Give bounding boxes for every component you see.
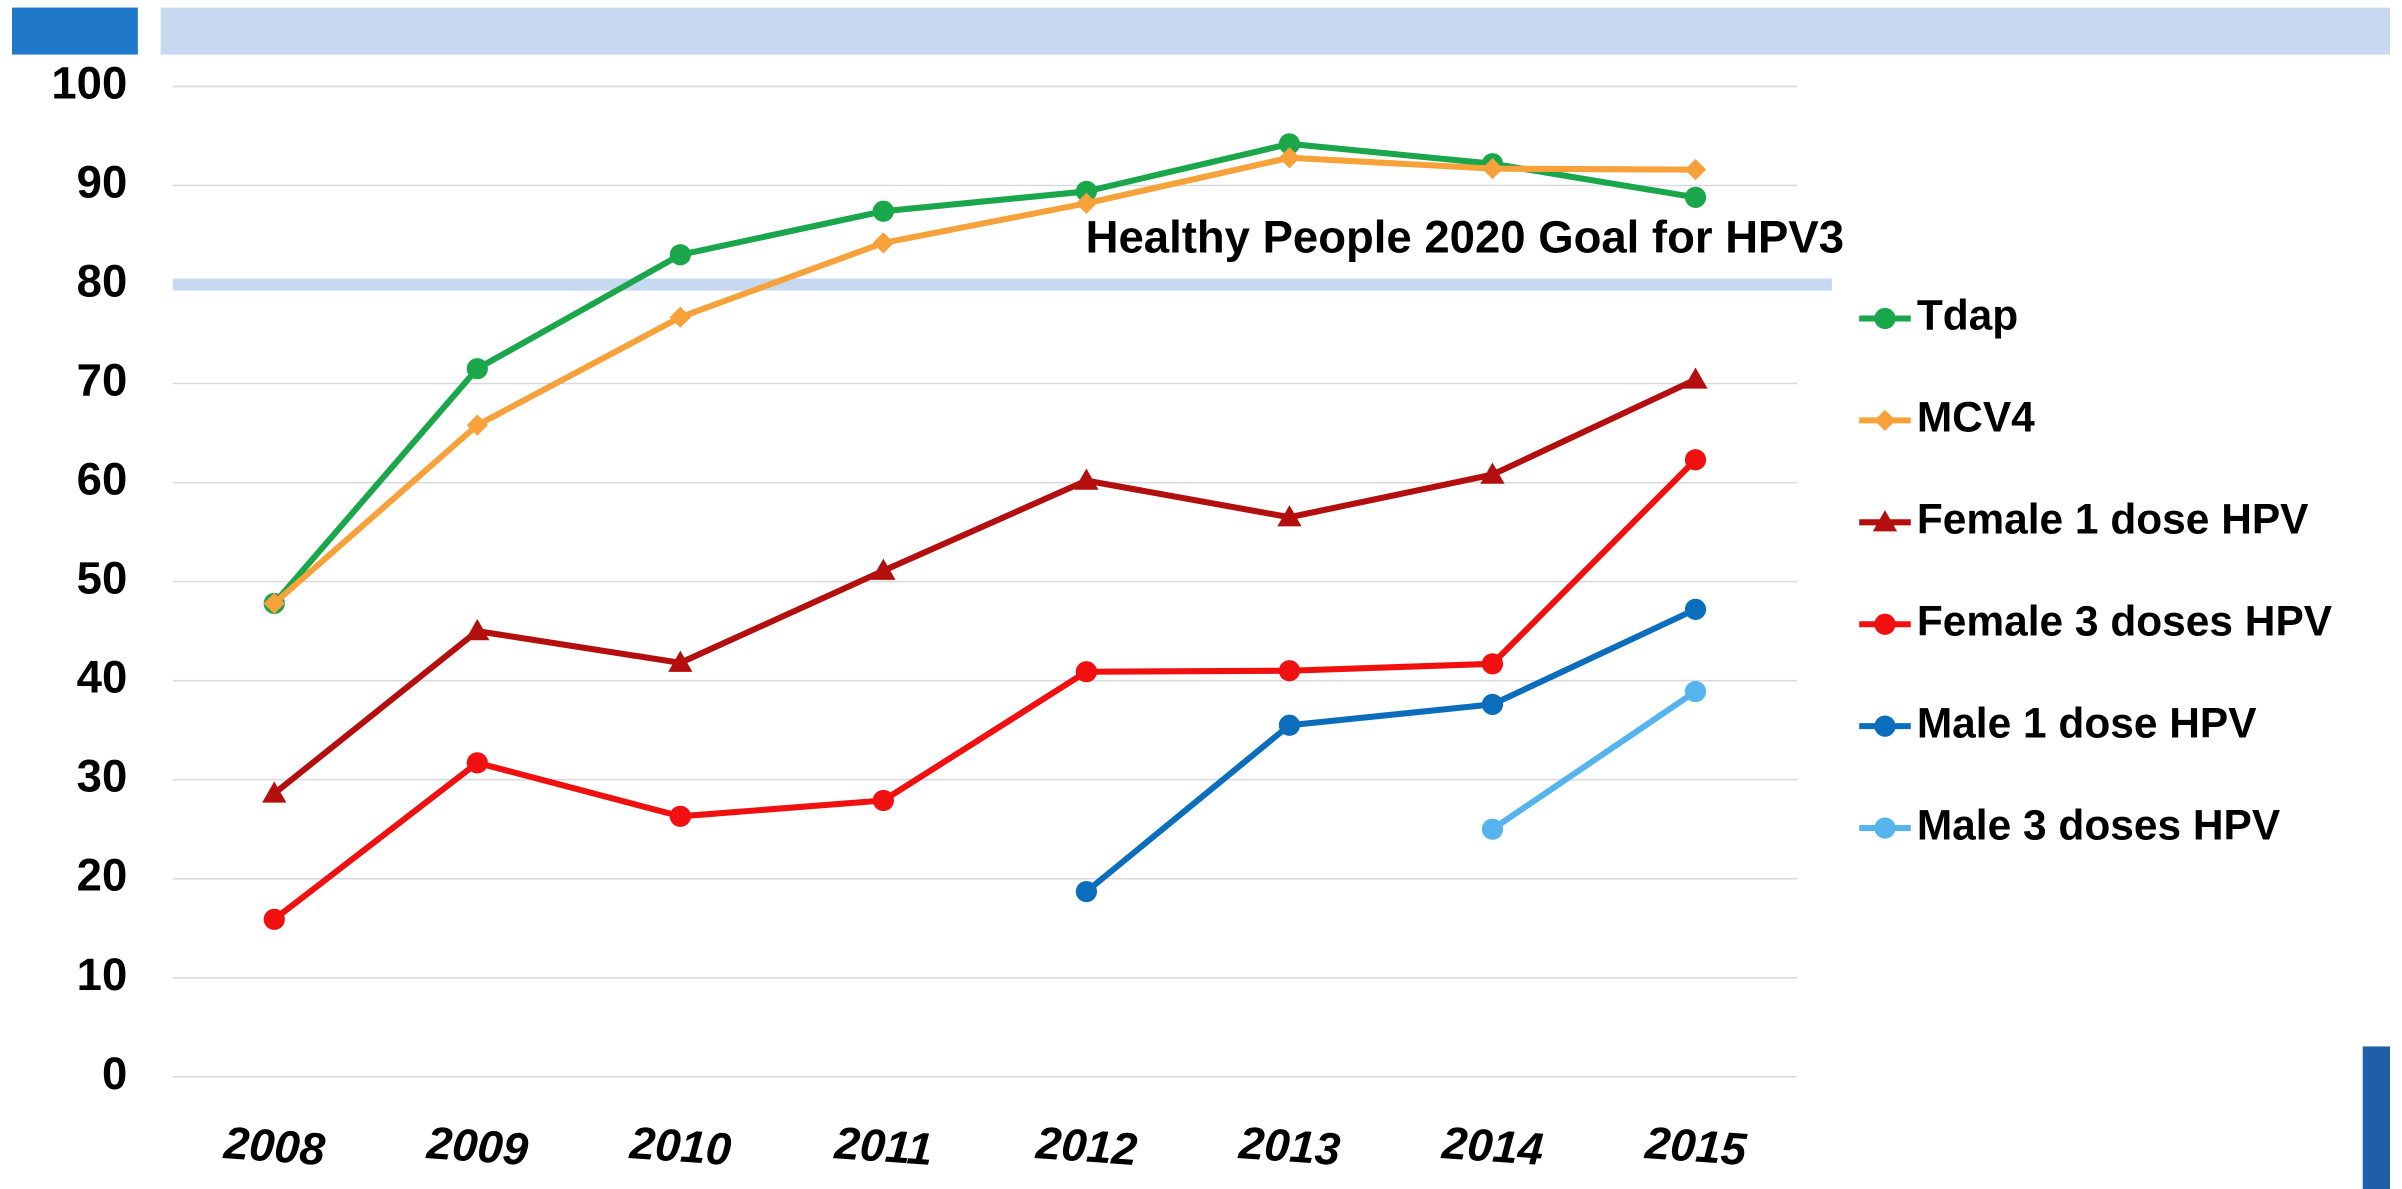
x-tick-label: 2009	[424, 1117, 530, 1175]
series-line	[272, 457, 1698, 922]
legend-marker	[1874, 817, 1896, 839]
y-tick-label: 80	[77, 256, 128, 307]
data-point	[872, 200, 894, 222]
data-point	[668, 650, 693, 672]
series-line	[271, 140, 1696, 606]
y-tick-label: 50	[77, 553, 128, 604]
legend-marker	[1874, 613, 1896, 635]
data-point	[1277, 505, 1302, 527]
x-tick-label: 2010	[627, 1117, 732, 1175]
data-point	[1481, 818, 1504, 840]
data-point	[465, 618, 490, 641]
data-point	[262, 781, 287, 803]
series-line	[1084, 606, 1697, 894]
data-point	[1278, 147, 1301, 169]
data-point	[1075, 880, 1098, 903]
legend-label: Female 1 dose HPV	[1917, 496, 2309, 543]
data-point	[669, 805, 691, 827]
y-tick-label: 70	[77, 355, 128, 406]
data-point	[1684, 680, 1707, 703]
y-tick-label: 30	[77, 751, 128, 802]
data-point	[466, 752, 488, 774]
data-point	[871, 558, 896, 580]
x-tick-label: 2015	[1642, 1117, 1748, 1175]
data-point	[1480, 462, 1505, 484]
data-point	[1278, 133, 1301, 155]
data-point	[669, 244, 691, 266]
data-point	[466, 414, 488, 436]
data-point	[466, 358, 488, 380]
data-point	[1481, 653, 1504, 675]
y-tick-label: 20	[77, 850, 128, 901]
y-tick-label: 100	[51, 57, 127, 108]
legend-label: MCV4	[1917, 394, 2035, 441]
x-tick-label: 2012	[1033, 1117, 1138, 1175]
series-line	[1490, 689, 1698, 832]
data-point	[872, 232, 894, 254]
y-tick-label: 40	[77, 652, 128, 703]
data-point	[1684, 186, 1707, 208]
series-line	[272, 376, 1697, 796]
x-tick-label: 2013	[1236, 1117, 1341, 1175]
logo	[2362, 1046, 2390, 1189]
legend-label: Male 3 doses HPV	[1917, 801, 2281, 848]
legend-marker	[1874, 715, 1896, 737]
data-point	[1684, 598, 1707, 620]
data-point	[1481, 693, 1504, 716]
series-line	[272, 154, 1696, 606]
data-point	[1684, 159, 1707, 181]
data-point	[1683, 367, 1708, 389]
data-point	[1278, 660, 1301, 682]
data-point	[872, 789, 894, 812]
x-tick-label: 2011	[832, 1117, 934, 1175]
goal-label: Healthy People 2020 Goal for HPV3	[1086, 212, 1844, 263]
y-tick-label: 90	[77, 156, 128, 207]
data-point	[263, 908, 285, 930]
header-accent	[12, 7, 138, 55]
data-point	[1075, 661, 1098, 683]
data-point	[1075, 180, 1098, 203]
data-point	[1278, 714, 1301, 736]
y-tick-label: 60	[77, 454, 128, 505]
legend-label: Tdap	[1917, 292, 2018, 339]
x-tick-label: 2008	[221, 1117, 327, 1175]
legend-label: Female 3 doses HPV	[1917, 597, 2333, 644]
data-point	[1074, 468, 1099, 490]
data-point	[669, 306, 691, 328]
legend-label: Male 1 dose HPV	[1917, 699, 2257, 746]
legend-marker	[1874, 409, 1896, 432]
legend-marker	[1874, 307, 1896, 330]
y-tick-label: 0	[102, 1048, 127, 1099]
y-tick-label: 10	[77, 949, 128, 1000]
data-point	[263, 592, 285, 615]
header-bar	[160, 7, 2390, 55]
x-tick-label: 2014	[1439, 1117, 1544, 1175]
legend-marker	[1872, 510, 1898, 532]
data-point	[1684, 449, 1707, 471]
